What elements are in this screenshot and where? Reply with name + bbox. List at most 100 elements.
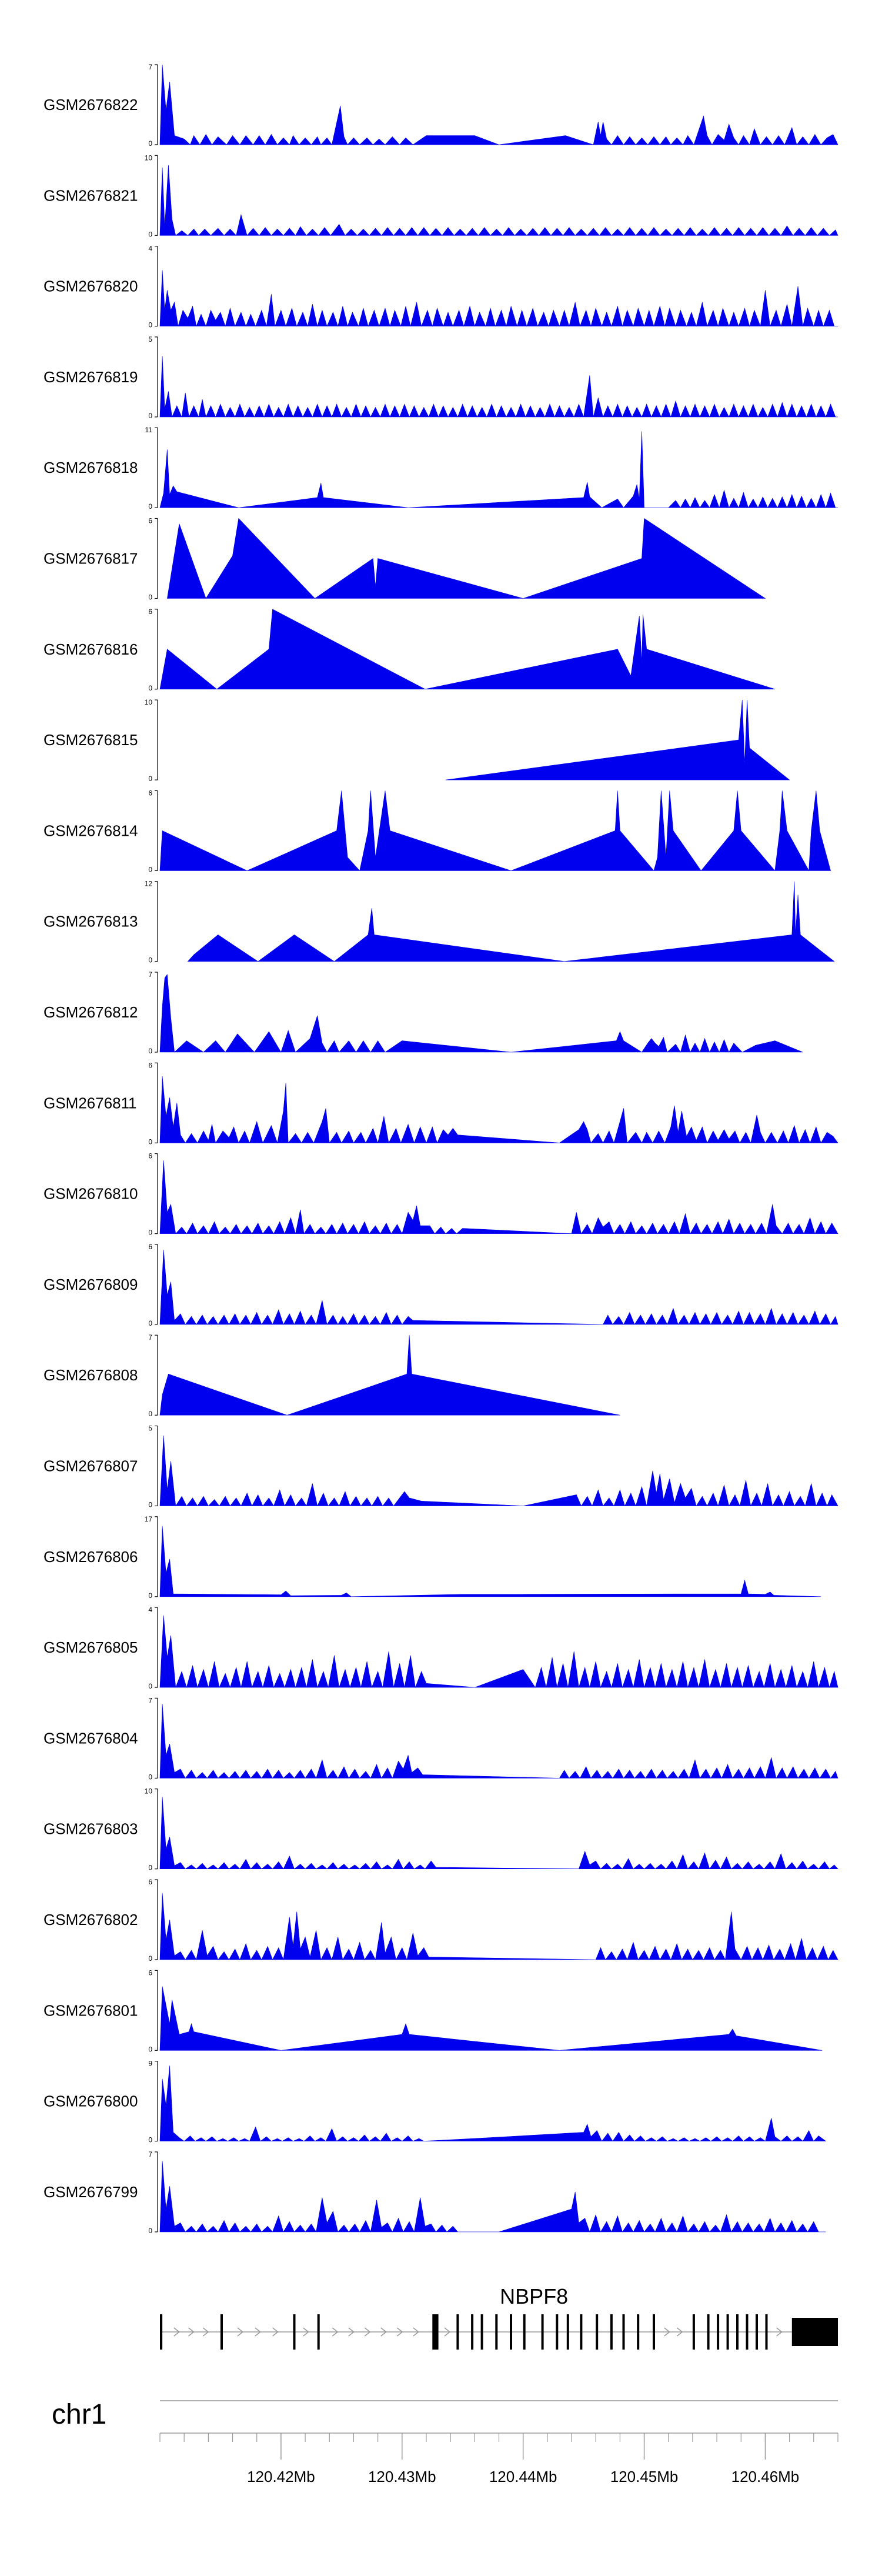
y-max-label: 6	[148, 789, 152, 797]
track-label: GSM2676814	[44, 822, 138, 839]
exon	[456, 2314, 459, 2350]
ruler-tick-label: 120.45Mb	[610, 2468, 679, 2485]
coverage-area	[159, 2066, 827, 2142]
y-max-label: 6	[148, 1061, 152, 1069]
intron-strand-arrow	[348, 2327, 355, 2337]
y-zero-label: 0	[148, 1501, 152, 1509]
y-max-label: 6	[148, 1243, 152, 1251]
track-label: GSM2676819	[44, 368, 138, 386]
exon	[566, 2314, 569, 2350]
y-zero-label: 0	[148, 1047, 152, 1055]
y-max-label: 4	[148, 245, 152, 253]
track-label: GSM2676812	[44, 1003, 138, 1021]
track-gsm2676804: GSM2676804 7 0	[44, 1696, 838, 1781]
y-zero-label: 0	[148, 1137, 152, 1146]
intron-strand-arrow	[173, 2327, 181, 2337]
intron-strand-arrow	[676, 2327, 683, 2337]
intron-strand-arrow	[396, 2327, 403, 2337]
track-gsm2676816: GSM2676816 6 0	[44, 608, 775, 692]
exon	[317, 2314, 320, 2350]
exon	[495, 2314, 498, 2350]
y-zero-label: 0	[148, 139, 152, 148]
intron-strand-arrow	[303, 2327, 309, 2337]
intron-strand-arrow	[364, 2327, 371, 2337]
y-zero-label: 0	[148, 593, 152, 602]
track-gsm2676819: GSM2676819 5 0	[44, 335, 838, 420]
y-zero-label: 0	[148, 775, 152, 783]
coverage-area	[159, 1797, 838, 1870]
gene-name-label: NBPF8	[500, 2284, 568, 2308]
y-max-label: 7	[148, 1696, 152, 1704]
exon	[480, 2314, 483, 2350]
exon	[160, 2314, 163, 2350]
genome-axis: chr1 120.42Mb 120.43Mb 120.44Mb 120.45Mb 120…	[52, 2399, 838, 2485]
coverage-area	[159, 64, 838, 145]
y-max-label: 10	[145, 1787, 153, 1796]
y-max-label: 10	[145, 698, 153, 706]
y-max-label: 12	[145, 880, 153, 888]
y-zero-label: 0	[148, 956, 152, 965]
track-label: GSM2676820	[44, 278, 138, 295]
track-gsm2676821: GSM2676821 10 0	[44, 154, 838, 238]
y-zero-label: 0	[148, 1954, 152, 1963]
y-max-label: 7	[148, 63, 152, 71]
y-max-label: 6	[148, 517, 152, 525]
y-zero-label: 0	[148, 1773, 152, 1781]
coverage-area	[159, 1076, 838, 1144]
y-max-label: 10	[145, 154, 153, 162]
ruler-tick-label: 120.46Mb	[731, 2468, 800, 2485]
track-label: GSM2676800	[44, 2093, 138, 2110]
y-max-label: 7	[148, 970, 152, 979]
exon	[580, 2314, 583, 2350]
coverage-area	[159, 1893, 838, 1961]
track-label: GSM2676821	[44, 186, 138, 204]
exon	[746, 2314, 749, 2350]
exon	[756, 2314, 758, 2350]
exon	[692, 2314, 695, 2350]
y-zero-label: 0	[148, 2136, 152, 2144]
intron-strand-arrow	[272, 2327, 279, 2337]
track-gsm2676800: GSM2676800 9 0	[44, 2060, 827, 2144]
y-max-label: 5	[148, 335, 152, 343]
track-gsm2676810: GSM2676810 6 0	[44, 1152, 838, 1237]
exon	[596, 2314, 599, 2350]
y-zero-label: 0	[148, 1864, 152, 1872]
coverage-area	[159, 270, 838, 327]
track-label: GSM2676810	[44, 1185, 138, 1203]
track-gsm2676809: GSM2676809 6 0	[44, 1243, 838, 1327]
track-label: GSM2676807	[44, 1457, 138, 1475]
exon	[523, 2314, 526, 2350]
y-max-label: 6	[148, 1968, 152, 1977]
ruler-tick-label: 120.44Mb	[489, 2468, 557, 2485]
coverage-area	[159, 1335, 620, 1416]
track-gsm2676808: GSM2676808 7 0	[44, 1333, 620, 1418]
intron-strand-arrow	[444, 2327, 451, 2337]
track-gsm2676805: GSM2676805 4 0	[44, 1606, 838, 1690]
exon	[736, 2314, 739, 2350]
coverage-area	[159, 1526, 821, 1597]
y-zero-label: 0	[148, 412, 152, 420]
y-max-label: 6	[148, 1878, 152, 1886]
intron-strand-arrow	[664, 2327, 670, 2337]
y-zero-label: 0	[148, 2227, 152, 2235]
track-gsm2676822: GSM2676822 7 0	[44, 63, 838, 148]
intron-strand-arrow	[255, 2327, 261, 2337]
coverage-area	[159, 1435, 838, 1507]
chromosome-label: chr1	[52, 2399, 106, 2430]
track-label: GSM2676799	[44, 2183, 138, 2201]
coverage-area	[167, 518, 766, 599]
intron-strand-arrow	[380, 2327, 387, 2337]
intron-strand-arrow	[237, 2327, 244, 2337]
coverage-area	[159, 1704, 838, 1779]
track-label: GSM2676809	[44, 1276, 138, 1293]
y-max-label: 11	[145, 426, 153, 434]
exon	[510, 2314, 512, 2350]
y-max-label: 7	[148, 2150, 152, 2158]
intron-strand-arrow	[188, 2327, 195, 2337]
coverage-area	[159, 790, 831, 872]
coverage-area	[159, 1615, 838, 1689]
coverage-area	[159, 165, 838, 236]
track-gsm2676807: GSM2676807 5 0	[44, 1424, 838, 1509]
track-label: GSM2676817	[44, 550, 138, 568]
